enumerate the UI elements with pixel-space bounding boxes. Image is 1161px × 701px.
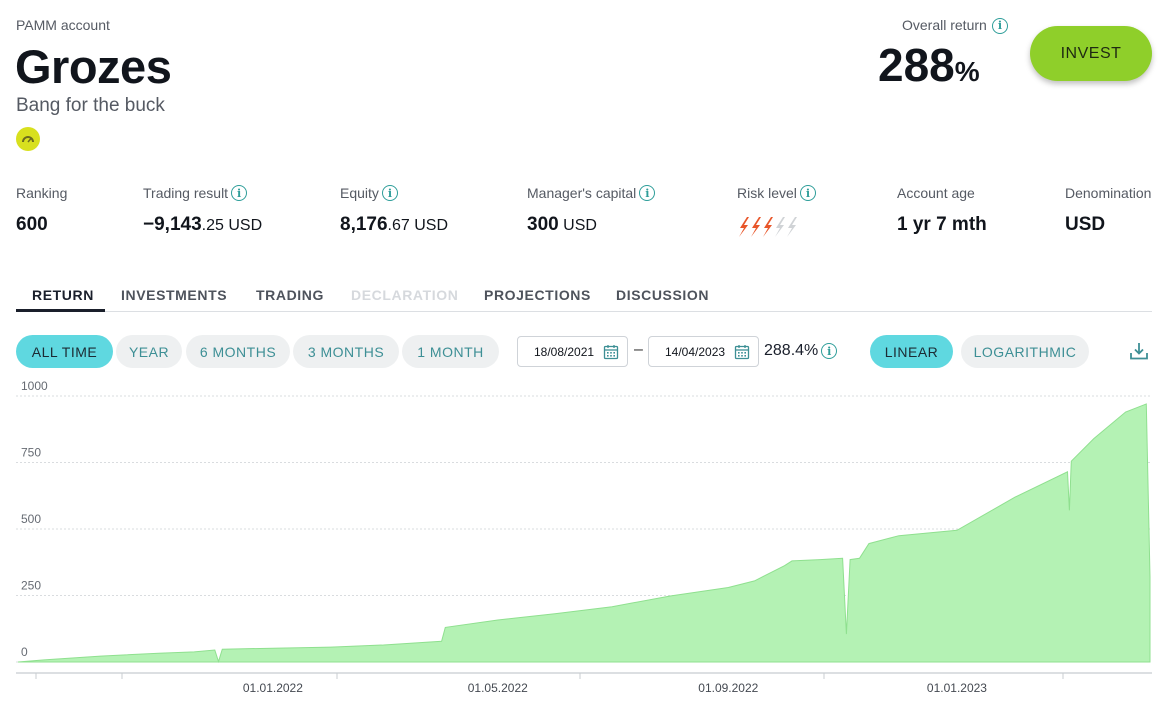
date-from-field[interactable]: 18/08/2021 — [517, 336, 628, 367]
overall-return-info-icon[interactable]: i — [992, 17, 1008, 35]
tab-bar: RETURN INVESTMENTS TRADING DECLARATION P… — [16, 280, 1152, 312]
tab-return[interactable]: RETURN — [32, 287, 94, 303]
date-range-separator: – — [634, 341, 643, 358]
trading-result-info-icon[interactable]: i — [231, 185, 248, 201]
overall-return-unit: % — [954, 56, 980, 87]
date-to-value: 14/04/2023 — [665, 344, 726, 359]
calendar-icon[interactable] — [734, 344, 750, 360]
tab-investments[interactable]: INVESTMENTS — [121, 287, 228, 303]
return-area-series — [17, 403, 1151, 664]
x-tick-label: 01.09.2022 — [698, 681, 758, 695]
tab-declaration: DECLARATION — [351, 287, 459, 303]
period-return-info-icon[interactable]: i — [821, 343, 838, 359]
scale-linear-button[interactable]: LINEAR — [870, 335, 953, 368]
overall-return-number: 288 — [878, 39, 955, 91]
speedometer-icon — [16, 127, 40, 151]
risk-level-indicator — [737, 216, 801, 243]
period-return: 288.4% i — [764, 342, 838, 360]
page-title: Grozes — [15, 40, 172, 93]
overall-return-label: Overall return — [902, 17, 987, 33]
account-type-label: PAMM account — [16, 17, 110, 33]
trading-result-label-text: Trading result — [143, 185, 229, 201]
risk-level-info-icon[interactable]: i — [799, 185, 816, 201]
tab-projections[interactable]: PROJECTIONS — [484, 287, 591, 303]
managers-capital-label: Manager's capital i — [527, 185, 656, 201]
return-chart: 0 250 500 750 1000 01.01.2022 01.05.2022 01.09.… — [16, 379, 1152, 695]
managers-capital-main: 300 — [527, 214, 559, 235]
denomination-value: USD — [1065, 214, 1106, 235]
page-subtitle: Bang for the buck — [16, 95, 165, 116]
period-1-month-button[interactable]: 1 MONTH — [402, 335, 499, 368]
date-from-value: 18/08/2021 — [534, 344, 595, 359]
x-tick-label: 01.05.2022 — [468, 681, 528, 695]
equity-small: .67 USD — [387, 217, 449, 234]
equity-main: 8,176 — [340, 214, 388, 235]
ranking-label-text: Ranking — [16, 185, 68, 201]
risk-level-label-text: Risk level — [737, 185, 797, 201]
scale-logarithmic-button[interactable]: LOGARITHMIC — [961, 335, 1089, 368]
account-age-label: Account age — [897, 185, 975, 201]
risk-bolt-active-icon — [751, 217, 761, 237]
trading-result-value: −9,143.25 USD — [143, 214, 262, 236]
equity-label: Equity i — [340, 185, 398, 201]
y-tick-label: 1000 — [21, 379, 48, 393]
account-age-value: 1 yr 7 mth — [897, 214, 987, 235]
tab-trading[interactable]: TRADING — [256, 287, 324, 303]
y-tick-label: 0 — [21, 645, 28, 659]
denomination-label: Denomination — [1065, 185, 1152, 201]
ranking-label: Ranking — [16, 185, 67, 201]
equity-label-text: Equity — [340, 185, 379, 201]
risk-bolt-active-icon — [739, 217, 749, 237]
x-tick-label: 01.01.2023 — [927, 681, 987, 695]
overall-return-value: 288% — [878, 38, 980, 99]
managers-capital-value: 300 USD — [527, 214, 597, 236]
period-all-time-button[interactable]: ALL TIME — [16, 335, 113, 368]
managers-capital-label-text: Manager's capital — [527, 185, 637, 201]
period-return-value: 288.4% — [764, 342, 819, 359]
equity-value: 8,176.67 USD — [340, 214, 448, 236]
calendar-icon[interactable] — [603, 344, 619, 360]
date-to-field[interactable]: 14/04/2023 — [648, 336, 759, 367]
equity-info-icon[interactable]: i — [381, 185, 398, 201]
x-tick-label: 01.01.2022 — [243, 681, 303, 695]
period-6-months-button[interactable]: 6 MONTHS — [186, 335, 290, 368]
risk-level-label: Risk level i — [737, 185, 816, 201]
period-year-button[interactable]: YEAR — [116, 335, 182, 368]
trading-result-label: Trading result i — [143, 185, 248, 201]
invest-button[interactable]: INVEST — [1030, 26, 1152, 81]
ranking-value: 600 — [16, 214, 48, 235]
download-icon[interactable] — [1129, 341, 1149, 366]
trading-result-main: −9,143 — [143, 214, 202, 235]
y-tick-label: 250 — [21, 579, 41, 593]
risk-bolt-active-icon — [763, 217, 773, 237]
tab-discussion[interactable]: DISCUSSION — [616, 287, 710, 303]
managers-capital-small: USD — [558, 217, 597, 234]
y-tick-label: 500 — [21, 512, 41, 526]
trading-result-small: .25 USD — [201, 217, 263, 234]
active-tab-indicator — [16, 309, 105, 312]
y-tick-label: 750 — [21, 446, 41, 460]
risk-bolt-inactive-icon — [775, 217, 785, 237]
managers-capital-info-icon[interactable]: i — [639, 185, 656, 201]
period-3-months-button[interactable]: 3 MONTHS — [293, 335, 399, 368]
risk-bolt-inactive-icon — [787, 217, 797, 237]
